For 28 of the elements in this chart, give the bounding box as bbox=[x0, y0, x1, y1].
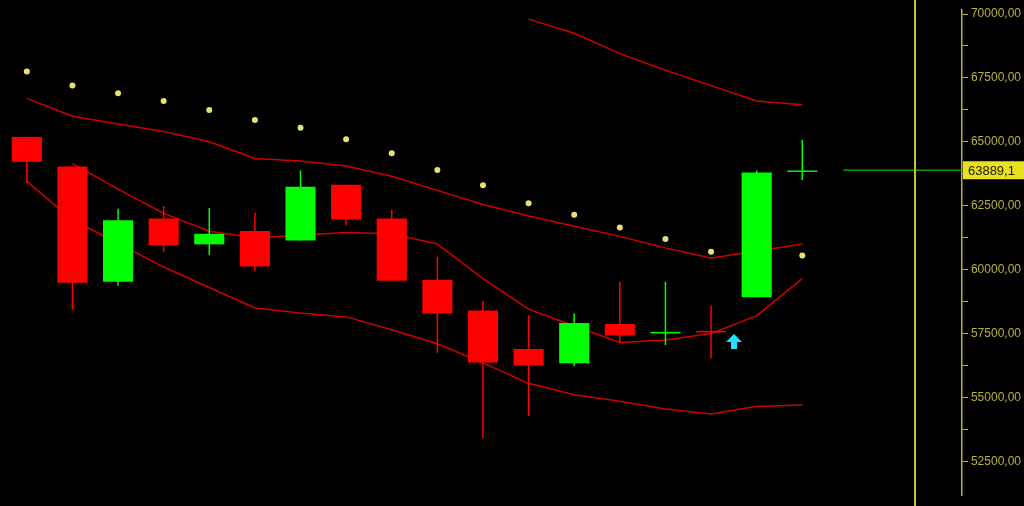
point bbox=[251, 117, 258, 124]
point bbox=[799, 252, 806, 259]
candlestick bbox=[649, 281, 682, 346]
point bbox=[160, 97, 167, 104]
point bbox=[571, 211, 578, 218]
y-tick-label: 60000,00 bbox=[970, 261, 1022, 276]
point bbox=[479, 182, 486, 189]
point bbox=[708, 248, 715, 255]
point bbox=[434, 166, 441, 173]
point bbox=[662, 235, 669, 242]
ref-line-label: 63889,1 bbox=[967, 162, 1015, 178]
point bbox=[297, 124, 304, 131]
point bbox=[206, 106, 213, 113]
y-tick-label: 62500,00 bbox=[970, 198, 1022, 213]
point bbox=[388, 150, 395, 157]
point bbox=[343, 136, 350, 143]
point bbox=[616, 224, 623, 231]
y-tick-label: 52500,00 bbox=[970, 453, 1022, 468]
y-tick-label: 67500,00 bbox=[970, 70, 1022, 85]
point bbox=[525, 200, 532, 207]
y-tick-label: 65000,00 bbox=[970, 134, 1022, 149]
y-tick-label: 55000,00 bbox=[970, 389, 1022, 404]
point bbox=[69, 82, 76, 89]
point bbox=[115, 90, 122, 97]
y-tick-label: 57500,00 bbox=[970, 325, 1022, 340]
candlestick bbox=[786, 139, 819, 181]
point bbox=[23, 68, 30, 75]
y-tick-label: 70000,00 bbox=[970, 6, 1022, 21]
